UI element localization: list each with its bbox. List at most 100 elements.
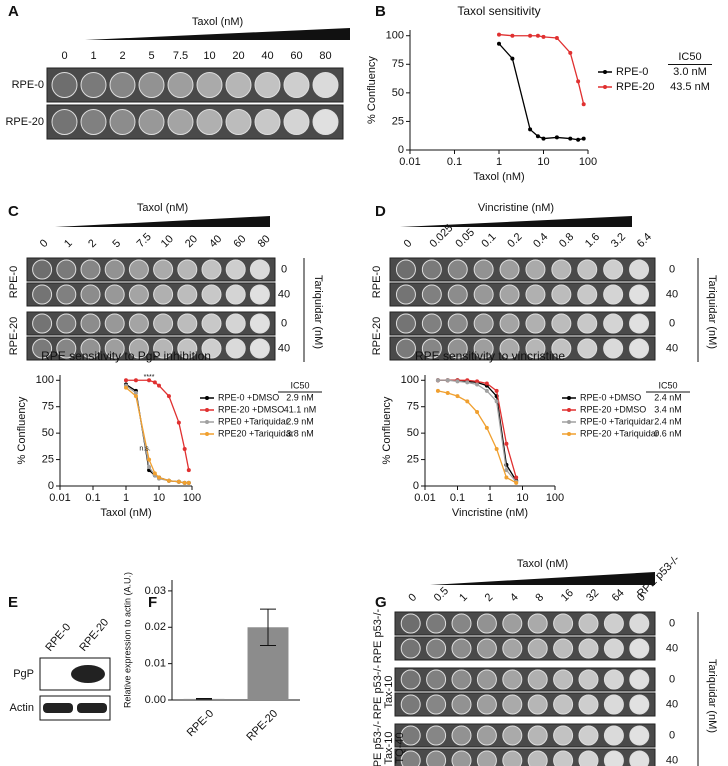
chart-title: RPE sensitivity to PgP inhibition <box>41 349 211 363</box>
data-point <box>124 385 128 390</box>
tariquidar-value: 0 <box>669 317 675 329</box>
data-point <box>147 378 152 383</box>
legend-marker <box>567 432 571 436</box>
well <box>629 259 650 280</box>
legend-marker <box>205 408 209 412</box>
gradient-wedge <box>400 216 632 227</box>
data-point <box>455 394 460 399</box>
series-line <box>498 33 585 105</box>
data-point <box>176 479 181 484</box>
row-label: Tax-10 <box>383 675 395 708</box>
well <box>426 694 447 715</box>
well <box>225 338 246 359</box>
y-axis-label: % Confluency <box>381 396 393 464</box>
concentration-label: 0.4 <box>531 231 550 250</box>
well <box>138 72 165 98</box>
band-label: PgP <box>13 668 34 680</box>
y-tick-label: 0 <box>48 480 54 492</box>
legend-marker <box>567 408 571 412</box>
well <box>51 109 78 135</box>
legend-label: RPE20 +Tariquidar <box>218 428 294 438</box>
well <box>32 313 53 334</box>
concentration-label: 6.4 <box>635 231 654 250</box>
well <box>225 109 252 135</box>
well <box>400 694 421 715</box>
well <box>527 669 548 690</box>
well <box>177 284 198 305</box>
well <box>167 109 194 135</box>
data-point <box>514 475 519 480</box>
concentration-label: 20 <box>183 233 200 250</box>
concentration-label: 2 <box>483 591 496 604</box>
well <box>283 72 310 98</box>
well <box>577 259 598 280</box>
tariquidar-value: 0 <box>281 317 287 329</box>
y-axis-label: % Confluency <box>366 56 378 124</box>
well <box>128 259 149 280</box>
annotation: n.s. <box>139 445 150 452</box>
well <box>553 750 574 766</box>
well <box>451 725 472 746</box>
concentration-label: 1 <box>457 591 470 604</box>
data-point <box>182 480 187 485</box>
data-point <box>152 380 157 385</box>
well <box>177 338 198 359</box>
well <box>447 259 468 280</box>
y-tick-label: 0.02 <box>145 621 166 633</box>
well <box>426 613 447 634</box>
ic50-value: 3.0 nM <box>673 66 707 78</box>
x-tick-label: 10 <box>153 492 165 504</box>
y-tick-label: 100 <box>401 374 419 386</box>
legend-label: RPE-0 <box>616 66 648 78</box>
ic50-value: 0.6 nM <box>654 428 682 438</box>
well <box>421 338 442 359</box>
x-tick-label: 1 <box>487 492 493 504</box>
y-tick-label: 25 <box>42 453 54 465</box>
well <box>578 669 599 690</box>
x-tick-label: 100 <box>546 492 564 504</box>
concentration-label: 8 <box>533 591 546 604</box>
y-tick-label: 50 <box>407 427 419 439</box>
x-tick-label: 100 <box>579 156 597 168</box>
concentration-label: 2 <box>119 50 125 62</box>
legend-label: RPE-0 +DMSO <box>580 392 641 402</box>
y-tick-label: 50 <box>42 427 54 439</box>
well <box>525 259 546 280</box>
well <box>56 259 77 280</box>
plate-title: Taxol (nM) <box>137 202 188 214</box>
ic50-value: 2.9 nM <box>286 392 314 402</box>
legend-label: RPE-20 <box>616 81 655 93</box>
concentration-label: 40 <box>261 50 273 62</box>
data-point <box>514 480 519 485</box>
well <box>80 338 101 359</box>
tariquidar-value: 40 <box>666 342 678 354</box>
well <box>51 72 78 98</box>
well <box>201 259 222 280</box>
well <box>426 750 447 766</box>
legend-title: IC50 <box>678 51 701 63</box>
concentration-label: 10 <box>159 233 176 250</box>
well <box>254 109 281 135</box>
well <box>603 313 624 334</box>
well <box>225 313 246 334</box>
chart-title: Taxol sensitivity <box>457 4 540 18</box>
well <box>312 109 339 135</box>
data-point <box>535 134 540 139</box>
well <box>451 750 472 766</box>
data-point <box>528 33 533 38</box>
data-point <box>445 378 450 383</box>
y-axis-label: % Confluency <box>16 396 28 464</box>
y-tick-label: 0 <box>398 144 404 156</box>
data-point <box>133 390 138 395</box>
x-axis-label: Vincristine (nM) <box>452 507 528 519</box>
ic50-value: 43.5 nM <box>670 81 710 93</box>
well <box>104 259 125 280</box>
y-tick-label: 0.00 <box>145 694 166 706</box>
x-tick-label: 10 <box>516 492 528 504</box>
well <box>629 284 650 305</box>
concentration-label: 0 <box>406 591 419 604</box>
gradient-wedge <box>430 572 655 585</box>
well <box>525 338 546 359</box>
well <box>312 72 339 98</box>
